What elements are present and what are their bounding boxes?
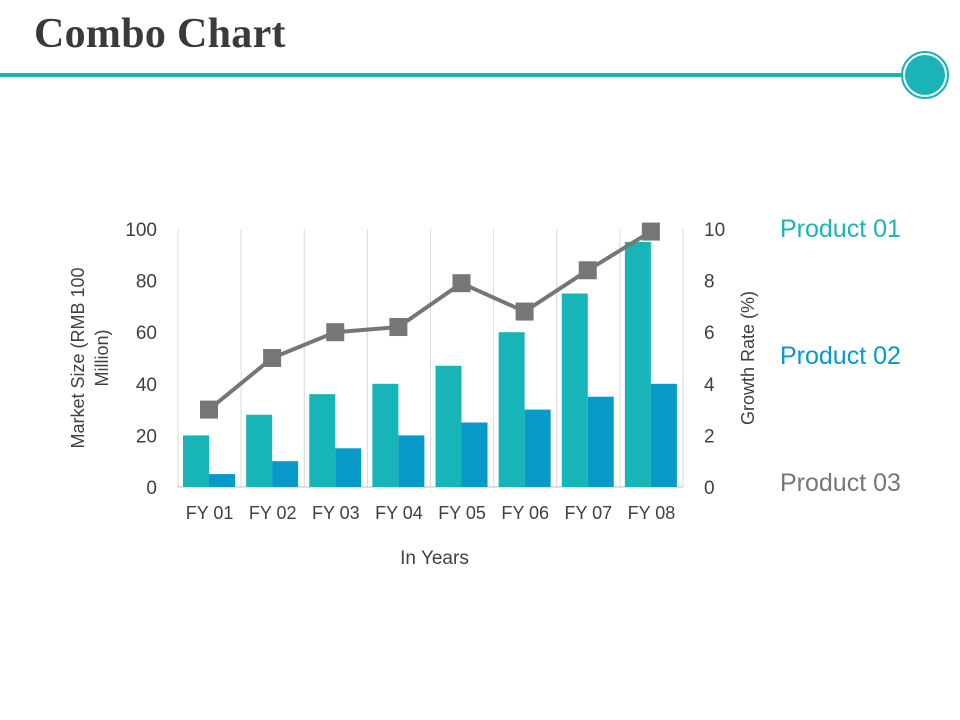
title-divider xyxy=(0,73,905,77)
y-tick-label: 100 xyxy=(125,220,157,241)
y-axis-title-line: Market Size (RMB 100 xyxy=(68,267,88,448)
bar-product-02 xyxy=(335,448,362,487)
y-axis-title: Market Size (RMB 100 Million) xyxy=(68,267,112,448)
line-marker-product-03 xyxy=(641,222,660,241)
x-tick-label: FY 04 xyxy=(375,503,423,523)
bar-product-01 xyxy=(309,394,336,487)
line-marker-product-03 xyxy=(389,318,408,337)
y2-tick-label: 0 xyxy=(704,478,715,499)
x-tick-label: FY 05 xyxy=(438,503,486,523)
bar-product-01 xyxy=(246,414,273,487)
legend-product-01: Product 01 xyxy=(780,215,901,243)
line-marker-product-03 xyxy=(578,261,597,280)
y2-tick-label: 6 xyxy=(704,323,715,344)
y-tick-label: 80 xyxy=(136,272,157,293)
bar-product-01 xyxy=(183,435,209,487)
bar-product-02 xyxy=(209,474,235,487)
legend-product-03: Product 03 xyxy=(780,469,901,497)
y-tick-label: 20 xyxy=(136,426,157,447)
y2-tick-label: 10 xyxy=(704,220,725,241)
line-marker-product-03 xyxy=(326,323,345,342)
bar-product-01 xyxy=(498,332,525,487)
page-title: Combo Chart xyxy=(34,11,286,57)
bar-product-02 xyxy=(461,422,488,487)
bar-product-02 xyxy=(398,435,425,487)
bar-product-02 xyxy=(587,396,614,487)
bar-product-01 xyxy=(435,365,462,487)
line-marker-product-03 xyxy=(200,400,218,419)
y-tick-label: 0 xyxy=(146,478,157,499)
line-marker-product-03 xyxy=(263,349,282,367)
y2-axis-title: Growth Rate (%) xyxy=(738,291,758,425)
bar-product-02 xyxy=(272,461,299,487)
title-decoration-dot xyxy=(905,55,945,95)
x-axis-title: In Years xyxy=(400,548,469,569)
bar-product-01 xyxy=(624,241,651,487)
x-tick-label: FY 03 xyxy=(312,503,360,523)
y-tick-label: 60 xyxy=(136,323,157,344)
x-tick-label: FY 01 xyxy=(186,503,234,523)
bar-product-01 xyxy=(372,383,399,487)
x-tick-label: FY 08 xyxy=(628,503,676,523)
line-product-03 xyxy=(207,229,652,412)
y-tick-label: 40 xyxy=(136,375,157,396)
line-marker-product-03 xyxy=(515,302,534,321)
x-tick-label: FY 07 xyxy=(564,503,612,523)
bar-product-01 xyxy=(561,293,588,487)
y2-tick-label: 2 xyxy=(704,426,715,447)
x-tick-label: FY 02 xyxy=(249,503,297,523)
bar-product-02 xyxy=(524,409,551,487)
x-tick-label: FY 06 xyxy=(501,503,549,523)
bar-product-02 xyxy=(650,383,677,487)
legend-product-02: Product 02 xyxy=(780,342,901,370)
y2-tick-label: 8 xyxy=(704,272,715,293)
y2-tick-label: 4 xyxy=(704,375,715,396)
line-marker-product-03 xyxy=(452,274,471,293)
y-axis-title-line: Million) xyxy=(92,329,112,386)
